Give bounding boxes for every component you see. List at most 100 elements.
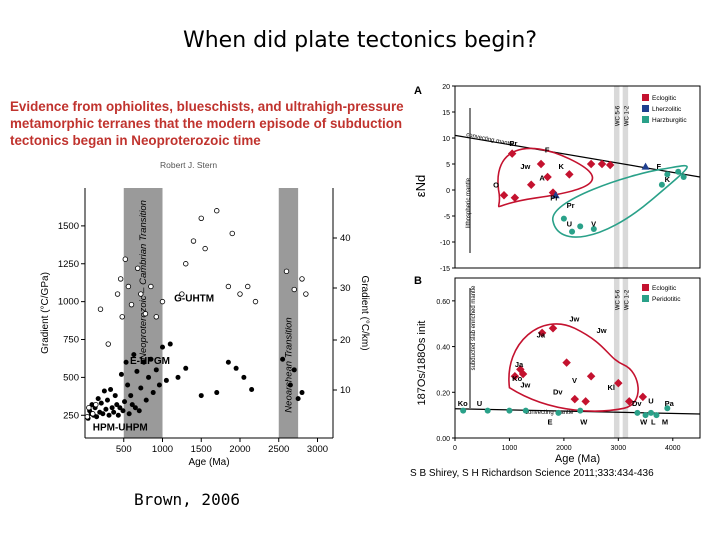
b-point-label: Ja <box>537 330 546 339</box>
data-point-filled <box>134 368 140 374</box>
b-x-tick-label: 3000 <box>611 445 627 452</box>
b-point-eclogitic <box>562 358 571 367</box>
b-point-peridotitic <box>506 407 513 414</box>
x-tick-label: 1500 <box>191 444 212 455</box>
data-point-filled <box>136 408 142 414</box>
b-legend-swatch <box>642 295 649 302</box>
data-point-filled <box>233 365 239 371</box>
data-point-filled <box>295 396 301 402</box>
b-point-label: E <box>548 417 553 426</box>
b-point-label: Dv <box>553 388 563 397</box>
b-x-tick-label: 2000 <box>556 445 572 452</box>
a-point-label: Pr <box>550 193 558 202</box>
data-point-filled <box>120 408 126 414</box>
b-y-tick-label: 0.20 <box>436 390 450 397</box>
b-point-label: Jw <box>597 326 607 335</box>
b-point-label: Pa <box>665 399 675 408</box>
a-point-harzburgitic <box>675 168 682 175</box>
a-y-axis-label: εNd <box>413 175 428 197</box>
a-point-harzburgitic <box>658 181 665 188</box>
panel-a-frame <box>454 85 701 269</box>
data-point-open <box>299 276 305 282</box>
data-point-filled <box>146 374 152 380</box>
y-tick-label: 1250 <box>58 259 79 270</box>
a-point-label: K <box>558 162 564 171</box>
panel-a-label: A <box>414 85 422 97</box>
a-legend-swatch <box>642 94 649 101</box>
data-point-filled <box>104 397 110 403</box>
y-tick-label: 500 <box>63 372 79 383</box>
b-point-label: V <box>572 376 577 385</box>
data-point-filled <box>112 393 118 399</box>
data-point-open <box>134 265 141 272</box>
data-point-open <box>202 245 208 252</box>
data-point-filled <box>128 393 134 399</box>
wc-band <box>613 278 620 438</box>
band-label-a: WC 5-6 <box>616 105 622 126</box>
data-point-open <box>90 411 96 417</box>
band-label-b: WC 5-6 <box>616 289 622 310</box>
credit-left: Brown, 2006 <box>134 490 240 509</box>
b-point-eclogitic <box>548 324 558 333</box>
a-legend-label: Eclogitic <box>652 95 677 102</box>
a-y-tick-label: 10 <box>442 136 450 143</box>
b-x-tick-label: 1000 <box>502 445 518 452</box>
panel-b-frame <box>454 277 701 439</box>
data-point-open <box>159 298 166 305</box>
data-point-filled <box>163 377 169 383</box>
b-point-label: L <box>651 417 656 426</box>
data-point-open <box>283 268 290 275</box>
b-x-axis-label: Age (Ma) <box>555 453 600 465</box>
a-harzburgitic-loop <box>552 164 688 238</box>
a-point-lherzolitic <box>641 162 650 170</box>
data-point-open <box>93 401 99 408</box>
a-point-eclogitic <box>499 190 509 200</box>
data-point-open <box>119 314 125 320</box>
b-point-eclogitic <box>614 378 623 388</box>
x-axis-label: Age (Ma) <box>188 457 229 468</box>
b-point-peridotitic <box>648 409 654 416</box>
a-point-eclogitic <box>507 149 517 158</box>
band-label: Neoproterozoic – Cambrian Transition <box>138 200 149 360</box>
b-point-label: W <box>640 417 648 426</box>
data-point-open <box>122 256 128 262</box>
data-point-filled <box>126 411 132 417</box>
a-y-tick-label: -10 <box>440 240 450 247</box>
b-point-label: Ko <box>458 399 468 408</box>
b-point-peridotitic <box>484 407 491 414</box>
data-point-filled <box>143 397 149 403</box>
data-point-filled <box>106 412 112 418</box>
data-point-filled <box>287 382 293 388</box>
b-x-tick-label: 0 <box>453 445 457 452</box>
b-point-eclogitic <box>518 369 528 379</box>
data-point-filled <box>101 388 107 394</box>
x-tick-label: 500 <box>116 444 132 455</box>
data-point-filled <box>114 402 120 408</box>
b-point-peridotitic <box>460 407 467 414</box>
a-point-label: Jw <box>520 162 530 171</box>
a-legend-label: Lherzolitic <box>652 106 682 113</box>
y-right-tick-label: 40 <box>340 233 351 244</box>
data-point-filled <box>141 359 147 365</box>
data-point-open <box>183 261 189 267</box>
a-point-lherzolitic <box>551 191 560 199</box>
data-point-filled <box>132 405 138 411</box>
b-point-label: Jw <box>569 314 579 323</box>
data-point-filled <box>131 352 137 358</box>
a-point-label: V <box>591 219 596 228</box>
b-point-label: M <box>662 417 668 426</box>
data-point-filled <box>123 359 129 365</box>
b-point-label: U <box>477 399 482 408</box>
a-y-tick-label: -15 <box>440 266 450 273</box>
a-y-tick-label: 15 <box>442 110 450 117</box>
data-point-open <box>105 341 111 347</box>
a-legend-label: Harzburgitic <box>652 117 687 124</box>
data-point-filled <box>183 365 189 371</box>
data-point-filled <box>175 374 181 380</box>
slide-title: When did plate tectonics begin? <box>182 28 538 53</box>
a-y-tick-label: -5 <box>444 214 450 221</box>
data-point-filled <box>198 393 204 399</box>
paper-author: Robert J. Stern <box>160 160 218 170</box>
b-annotation: convecting mantle <box>525 410 574 416</box>
b-y-tick-label: 0.60 <box>436 299 450 306</box>
